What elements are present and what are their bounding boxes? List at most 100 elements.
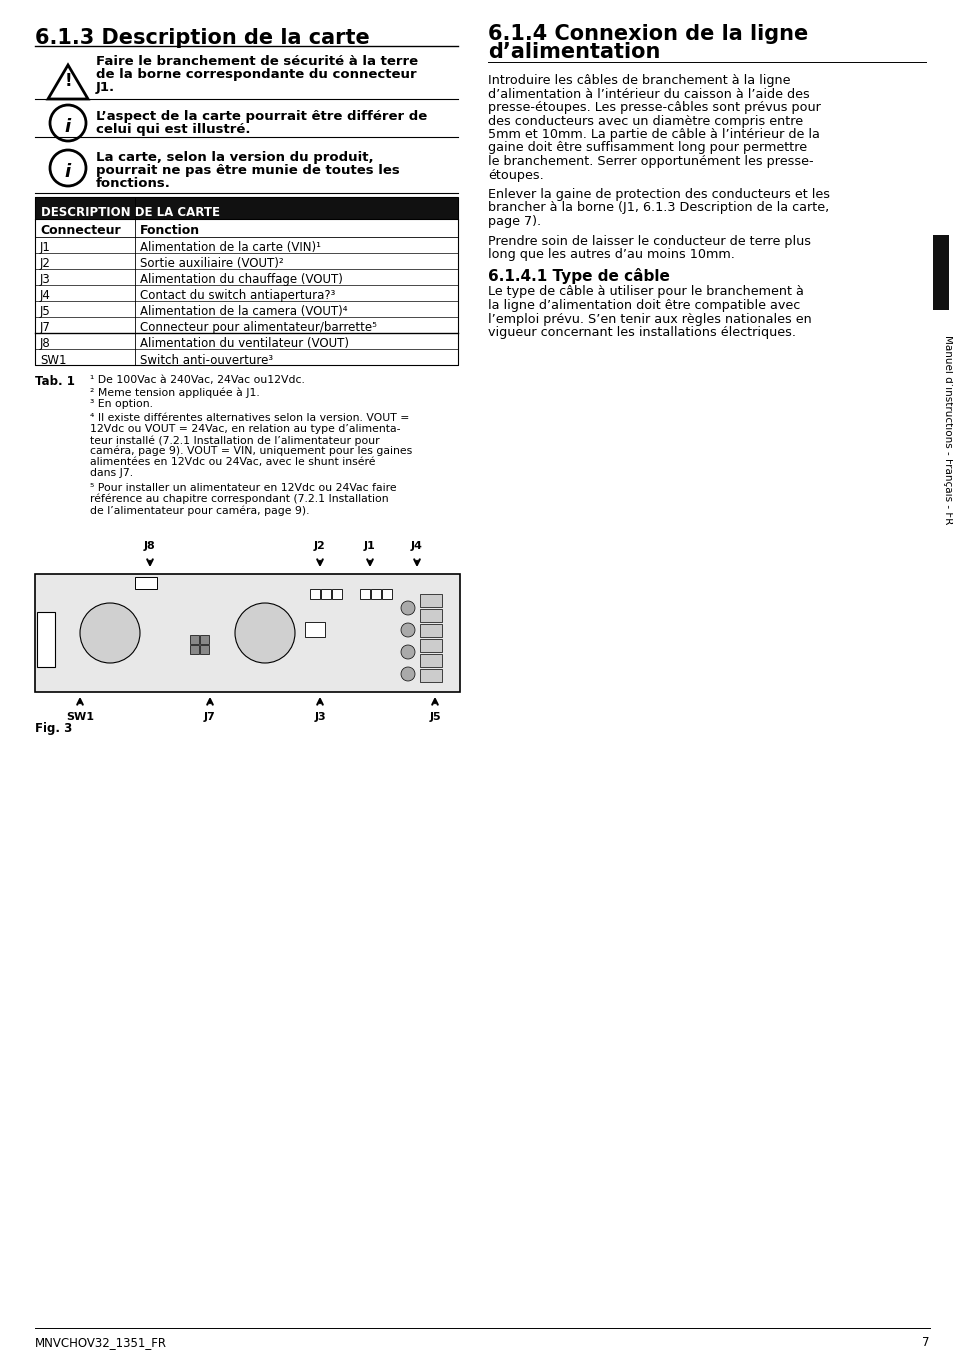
Text: gaine doit être suffisamment long pour permettre: gaine doit être suffisamment long pour p… [488, 142, 806, 154]
Text: l’emploi prévu. S’en tenir aux règles nationales en: l’emploi prévu. S’en tenir aux règles na… [488, 313, 811, 325]
Circle shape [234, 603, 294, 663]
Text: MNVCHOV32_1351_FR: MNVCHOV32_1351_FR [35, 1336, 167, 1349]
Text: J2: J2 [40, 257, 51, 271]
Text: La carte, selon la version du produit,: La carte, selon la version du produit, [96, 152, 374, 164]
Text: Fonction: Fonction [140, 225, 200, 237]
Bar [419, 609, 441, 621]
Text: J7: J7 [204, 712, 215, 722]
Text: d’alimentation: d’alimentation [488, 42, 659, 62]
Text: vigueur concernant les installations électriques.: vigueur concernant les installations éle… [488, 326, 795, 338]
Text: Introduire les câbles de branchement à la ligne: Introduire les câbles de branchement à l… [488, 74, 790, 87]
Bar [419, 594, 441, 607]
Text: des conducteurs avec un diamètre compris entre: des conducteurs avec un diamètre compris… [488, 115, 802, 127]
Text: Tab. 1: Tab. 1 [35, 375, 74, 389]
Text: la ligne d’alimentation doit être compatible avec: la ligne d’alimentation doit être compat… [488, 299, 800, 311]
Text: page 7).: page 7). [488, 215, 540, 227]
Text: 6.1.4.1 Type de câble: 6.1.4.1 Type de câble [488, 268, 669, 283]
Circle shape [80, 603, 140, 663]
Text: J2: J2 [314, 542, 326, 551]
Text: J7: J7 [40, 321, 51, 334]
Text: d’alimentation à l’intérieur du caisson à l’aide des: d’alimentation à l’intérieur du caisson … [488, 88, 809, 100]
Bar [419, 654, 441, 668]
Text: i: i [65, 118, 71, 135]
Text: ⁴ Il existe différentes alternatives selon la version. VOUT =: ⁴ Il existe différentes alternatives sel… [90, 413, 409, 422]
Text: i: i [65, 162, 71, 181]
Bar [419, 669, 441, 682]
Text: dans J7.: dans J7. [90, 468, 133, 478]
Bar [332, 589, 341, 598]
Bar [419, 624, 441, 636]
Text: J4: J4 [40, 290, 51, 302]
Bar [135, 577, 157, 589]
Text: pourrait ne pas être munie de toutes les: pourrait ne pas être munie de toutes les [96, 164, 399, 177]
Text: long que les autres d’au moins 10mm.: long que les autres d’au moins 10mm. [488, 248, 734, 261]
Text: Connecteur: Connecteur [40, 225, 120, 237]
Circle shape [400, 645, 415, 659]
Text: Manuel d’instructions - Français - FR: Manuel d’instructions - Français - FR [942, 336, 952, 525]
Circle shape [400, 623, 415, 636]
Text: fonctions.: fonctions. [96, 177, 171, 190]
Text: ⁵ Pour installer un alimentateur en 12Vdc ou 24Vac faire: ⁵ Pour installer un alimentateur en 12Vd… [90, 483, 396, 493]
Text: J1: J1 [364, 542, 375, 551]
Text: Alimentation du ventilateur (VOUT): Alimentation du ventilateur (VOUT) [140, 337, 349, 351]
Text: presse-étoupes. Les presse-câbles sont prévus pour: presse-étoupes. Les presse-câbles sont p… [488, 102, 820, 114]
Text: J5: J5 [429, 712, 440, 722]
Text: caméra, page 9). VOUT = VIN, uniquement pour les gaines: caméra, page 9). VOUT = VIN, uniquement … [90, 445, 412, 456]
Text: J5: J5 [40, 306, 51, 318]
Text: de l’alimentateur pour caméra, page 9).: de l’alimentateur pour caméra, page 9). [90, 505, 309, 516]
Text: J8: J8 [40, 337, 51, 351]
Text: 12Vdc ou VOUT = 24Vac, en relation au type d’alimenta-: 12Vdc ou VOUT = 24Vac, en relation au ty… [90, 424, 400, 435]
Text: !: ! [64, 72, 71, 89]
Text: L’aspect de la carte pourrait être différer de: L’aspect de la carte pourrait être diffé… [96, 110, 427, 123]
Bar [200, 645, 209, 654]
Text: Faire le branchement de sécurité à la terre: Faire le branchement de sécurité à la te… [96, 56, 417, 68]
Bar [190, 645, 199, 654]
Text: ² Meme tension appliquée à J1.: ² Meme tension appliquée à J1. [90, 387, 259, 398]
Text: J4: J4 [411, 542, 422, 551]
Text: J8: J8 [144, 542, 155, 551]
Text: Alimentation de la carte (VIN)¹: Alimentation de la carte (VIN)¹ [140, 241, 320, 255]
Text: Sortie auxiliaire (VOUT)²: Sortie auxiliaire (VOUT)² [140, 257, 283, 271]
Circle shape [400, 601, 415, 615]
Text: J1.: J1. [96, 81, 115, 93]
Bar [310, 589, 319, 598]
Text: SW1: SW1 [40, 353, 67, 367]
Text: Fig. 3: Fig. 3 [35, 722, 72, 735]
Bar [200, 635, 209, 645]
Bar [371, 589, 380, 598]
Bar [305, 621, 325, 636]
Text: celui qui est illustré.: celui qui est illustré. [96, 123, 251, 135]
Bar [190, 635, 199, 645]
Text: le branchement. Serrer opportunément les presse-: le branchement. Serrer opportunément les… [488, 154, 813, 168]
Text: alimentées en 12Vdc ou 24Vac, avec le shunt inséré: alimentées en 12Vdc ou 24Vac, avec le sh… [90, 458, 375, 467]
Text: de la borne correspondante du connecteur: de la borne correspondante du connecteur [96, 68, 416, 81]
Text: Switch anti-ouverture³: Switch anti-ouverture³ [140, 353, 273, 367]
Text: Alimentation de la camera (VOUT)⁴: Alimentation de la camera (VOUT)⁴ [140, 306, 347, 318]
Text: 7: 7 [922, 1336, 929, 1349]
Text: teur installé (7.2.1 Installation de l’alimentateur pour: teur installé (7.2.1 Installation de l’a… [90, 435, 379, 445]
Text: 5mm et 10mm. La partie de câble à l’intérieur de la: 5mm et 10mm. La partie de câble à l’inté… [488, 129, 819, 141]
Text: SW1: SW1 [66, 712, 94, 722]
Text: J3: J3 [40, 274, 51, 287]
Text: J3: J3 [314, 712, 326, 722]
Bar [37, 612, 55, 668]
Text: 6.1.3 Description de la carte: 6.1.3 Description de la carte [35, 28, 370, 47]
Bar [35, 574, 459, 692]
Bar [320, 589, 331, 598]
Text: Alimentation du chauffage (VOUT): Alimentation du chauffage (VOUT) [140, 274, 342, 287]
Text: référence au chapitre correspondant (7.2.1 Installation: référence au chapitre correspondant (7.2… [90, 494, 388, 505]
Text: Contact du switch antiapertura?³: Contact du switch antiapertura?³ [140, 290, 335, 302]
Text: ³ En option.: ³ En option. [90, 399, 152, 409]
Text: J1: J1 [40, 241, 51, 255]
Bar [359, 589, 370, 598]
Text: Connecteur pour alimentateur/barrette⁵: Connecteur pour alimentateur/barrette⁵ [140, 321, 376, 334]
Text: Le type de câble à utiliser pour le branchement à: Le type de câble à utiliser pour le bran… [488, 286, 803, 298]
Bar [35, 196, 457, 366]
Bar [35, 196, 457, 219]
Text: 6.1.4 Connexion de la ligne: 6.1.4 Connexion de la ligne [488, 24, 807, 43]
Bar [932, 236, 948, 310]
Text: étoupes.: étoupes. [488, 168, 543, 181]
Circle shape [400, 668, 415, 681]
Text: DESCRIPTION DE LA CARTE: DESCRIPTION DE LA CARTE [41, 207, 220, 219]
Bar [381, 589, 392, 598]
